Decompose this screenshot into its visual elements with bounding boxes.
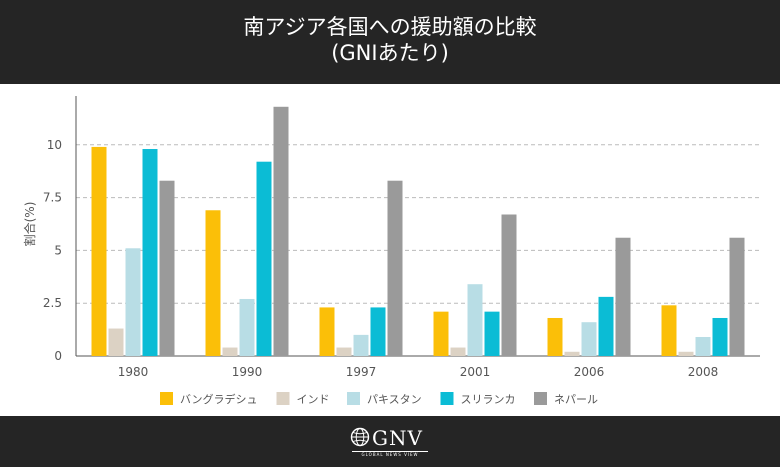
bar: [729, 237, 745, 356]
header-bar: 南アジア各国への援助額の比較 (GNIあたり): [0, 0, 780, 84]
legend-label: ネパール: [554, 393, 598, 406]
bar: [142, 149, 158, 356]
bar: [336, 347, 352, 356]
bar: [222, 347, 238, 356]
bar: [484, 311, 500, 356]
legend-label: パキスタン: [367, 393, 422, 406]
bar: [581, 322, 597, 356]
bar-chart: 0 2.5 5 7.5 10 割合(%) 1980 1990 1997 2001 2006 2008 バ…: [22, 96, 760, 406]
bar: [564, 351, 580, 356]
bar: [433, 311, 449, 356]
logo-text: GNV: [372, 426, 423, 450]
x-tick-label: 1997: [346, 365, 377, 379]
bar: [661, 305, 677, 356]
bar: [108, 328, 124, 356]
x-tick-label: 2008: [688, 365, 719, 379]
y-axis-label: 割合(%): [22, 202, 37, 247]
legend-swatch: [440, 392, 454, 405]
logo-subtext: GLOBAL NEWS VIEW: [352, 451, 428, 458]
bar: [678, 351, 694, 356]
bar: [256, 161, 272, 356]
chart-subtitle: (GNIあたり): [331, 41, 449, 65]
bar: [273, 106, 289, 356]
bar: [450, 347, 466, 356]
legend-swatch: [276, 392, 290, 405]
bar: [159, 180, 175, 356]
legend-label: インド: [297, 393, 330, 406]
gnv-logo: GNV GLOBAL NEWS VIEW: [348, 424, 432, 460]
footer-bar: GNV GLOBAL NEWS VIEW: [0, 416, 780, 467]
legend-swatch: [160, 392, 173, 405]
x-tick-label: 1980: [118, 365, 149, 379]
bar: [615, 237, 631, 356]
y-tick-label: 5: [54, 243, 62, 257]
bar: [370, 307, 386, 356]
bar: [239, 298, 255, 356]
plot-area: 0 2.5 5 7.5 10 割合(%) 1980 1990 1997 2001 2006 2008 バ…: [0, 84, 780, 416]
y-tick-label: 0: [54, 349, 62, 363]
chart-title: 南アジア各国への援助額の比較: [243, 15, 537, 39]
legend-label: スリランカ: [461, 393, 516, 406]
bar: [125, 248, 141, 356]
legend-swatch: [347, 392, 360, 405]
legend-label: バングラデシュ: [180, 392, 258, 406]
bar: [547, 317, 563, 356]
bar: [205, 210, 221, 356]
legend-swatch: [534, 392, 547, 405]
bar: [319, 307, 335, 356]
y-tick-label: 2.5: [43, 296, 62, 310]
bar: [387, 180, 403, 356]
x-tick-label: 2001: [460, 365, 491, 379]
bar: [598, 296, 614, 356]
bar: [353, 334, 369, 356]
bar: [467, 284, 483, 356]
y-tick-label: 7.5: [43, 191, 62, 205]
bar: [501, 214, 517, 356]
x-tick-label: 2006: [574, 365, 605, 379]
y-tick-label: 10: [47, 138, 62, 152]
bar: [91, 146, 107, 356]
x-tick-label: 1990: [232, 365, 263, 379]
globe-icon: [350, 427, 370, 447]
bar: [712, 317, 728, 356]
bar: [695, 336, 711, 356]
